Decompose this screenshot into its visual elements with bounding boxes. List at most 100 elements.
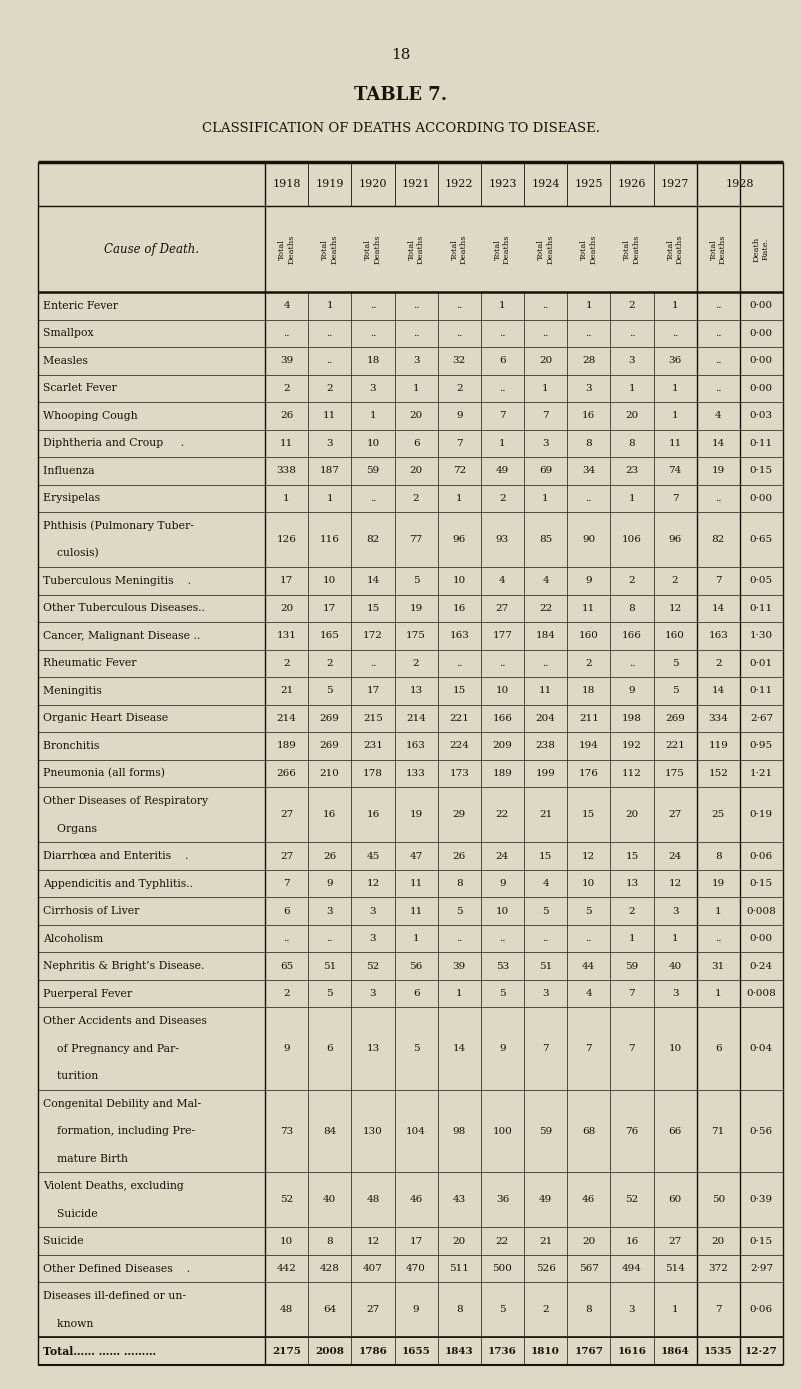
Text: 52: 52 (626, 1196, 638, 1204)
Text: Other Diseases of Respiratory: Other Diseases of Respiratory (43, 796, 208, 806)
Text: 40: 40 (669, 961, 682, 971)
Text: 15: 15 (582, 810, 595, 820)
Text: 82: 82 (366, 535, 380, 544)
Text: 0·00: 0·00 (750, 357, 773, 365)
Text: 85: 85 (539, 535, 552, 544)
Text: 19: 19 (711, 879, 725, 888)
Text: 7: 7 (629, 989, 635, 999)
Text: 26: 26 (280, 411, 293, 421)
Text: ..: .. (715, 933, 722, 943)
Text: 6: 6 (715, 1045, 722, 1053)
Text: 204: 204 (536, 714, 556, 722)
Text: ..: .. (542, 329, 549, 338)
Text: Total
Deaths: Total Deaths (494, 235, 511, 264)
Text: 52: 52 (366, 961, 380, 971)
Text: 46: 46 (582, 1196, 595, 1204)
Text: 27: 27 (496, 604, 509, 613)
Text: 0·06: 0·06 (750, 1306, 773, 1314)
Text: 0·00: 0·00 (750, 383, 773, 393)
Text: 82: 82 (711, 535, 725, 544)
Text: Death
Rate.: Death Rate. (753, 236, 770, 261)
Text: 1: 1 (629, 933, 635, 943)
Text: Suicide: Suicide (43, 1208, 139, 1218)
Text: 1: 1 (456, 494, 462, 503)
Text: 14: 14 (711, 439, 725, 447)
Text: 0·65: 0·65 (750, 535, 773, 544)
Text: 2: 2 (629, 907, 635, 915)
Text: Enteric Fever: Enteric Fever (43, 301, 163, 311)
Text: 1920: 1920 (359, 179, 387, 189)
Text: 6: 6 (413, 989, 420, 999)
Text: 1: 1 (413, 383, 420, 393)
Text: 187: 187 (320, 467, 340, 475)
Text: 2: 2 (586, 658, 592, 668)
Text: 27: 27 (280, 810, 293, 820)
Text: ..: .. (327, 329, 333, 338)
Text: 5: 5 (327, 686, 333, 696)
Text: 2: 2 (413, 658, 420, 668)
Text: 1535: 1535 (704, 1347, 733, 1356)
Text: 511: 511 (449, 1264, 469, 1274)
Text: 8: 8 (327, 1236, 333, 1246)
Text: 131: 131 (276, 632, 296, 640)
Text: 1: 1 (369, 411, 376, 421)
Text: 2175: 2175 (272, 1347, 301, 1356)
Text: 26: 26 (323, 851, 336, 861)
Text: 2: 2 (284, 658, 290, 668)
Text: 39: 39 (453, 961, 466, 971)
Text: 192: 192 (622, 742, 642, 750)
Text: 0·11: 0·11 (750, 439, 773, 447)
Text: 96: 96 (669, 535, 682, 544)
Text: 1736: 1736 (488, 1347, 517, 1356)
Text: 3: 3 (629, 1306, 635, 1314)
Text: Puerperal Fever: Puerperal Fever (43, 989, 167, 999)
Text: 3: 3 (672, 989, 678, 999)
Text: 2: 2 (672, 576, 678, 585)
Text: 15: 15 (366, 604, 380, 613)
Text: 5: 5 (499, 989, 505, 999)
Text: 3: 3 (369, 383, 376, 393)
Text: ..: .. (542, 933, 549, 943)
Text: 20: 20 (280, 604, 293, 613)
Text: 9: 9 (456, 411, 462, 421)
Text: 269: 269 (320, 742, 340, 750)
Text: 175: 175 (665, 770, 685, 778)
Text: 49: 49 (496, 467, 509, 475)
Text: Total
Deaths: Total Deaths (364, 235, 381, 264)
Text: 12·27: 12·27 (745, 1347, 778, 1356)
Text: 44: 44 (582, 961, 595, 971)
Text: 11: 11 (582, 604, 595, 613)
Text: 10: 10 (453, 576, 466, 585)
Text: 36: 36 (669, 357, 682, 365)
Text: 7: 7 (586, 1045, 592, 1053)
Text: 470: 470 (406, 1264, 426, 1274)
Text: 2·97: 2·97 (750, 1264, 773, 1274)
Text: 8: 8 (629, 604, 635, 613)
Text: 3: 3 (369, 933, 376, 943)
Text: ..: .. (456, 329, 462, 338)
Text: 16: 16 (582, 411, 595, 421)
Text: Cirrhosis of Liver: Cirrhosis of Liver (43, 906, 171, 915)
Text: Bronchitis: Bronchitis (43, 740, 148, 751)
Text: Other Defined Diseases    .: Other Defined Diseases . (43, 1264, 190, 1274)
Text: 126: 126 (276, 535, 296, 544)
Text: 5: 5 (499, 1306, 505, 1314)
Text: Meningitis: Meningitis (43, 686, 151, 696)
Text: Tuberculous Meningitis    .: Tuberculous Meningitis . (43, 576, 191, 586)
Text: 269: 269 (320, 714, 340, 722)
Text: 3: 3 (542, 439, 549, 447)
Text: 7: 7 (629, 1045, 635, 1053)
Text: 6: 6 (413, 439, 420, 447)
Text: 27: 27 (280, 851, 293, 861)
Text: Organs: Organs (43, 824, 143, 833)
Text: 7: 7 (542, 411, 549, 421)
Text: 45: 45 (366, 851, 380, 861)
Text: 19: 19 (409, 604, 423, 613)
Text: 59: 59 (626, 961, 638, 971)
Text: 51: 51 (539, 961, 552, 971)
Text: 17: 17 (409, 1236, 423, 1246)
Text: 0·19: 0·19 (750, 810, 773, 820)
Text: 59: 59 (366, 467, 380, 475)
Text: 20: 20 (626, 810, 638, 820)
Text: Total
Deaths: Total Deaths (278, 235, 296, 264)
